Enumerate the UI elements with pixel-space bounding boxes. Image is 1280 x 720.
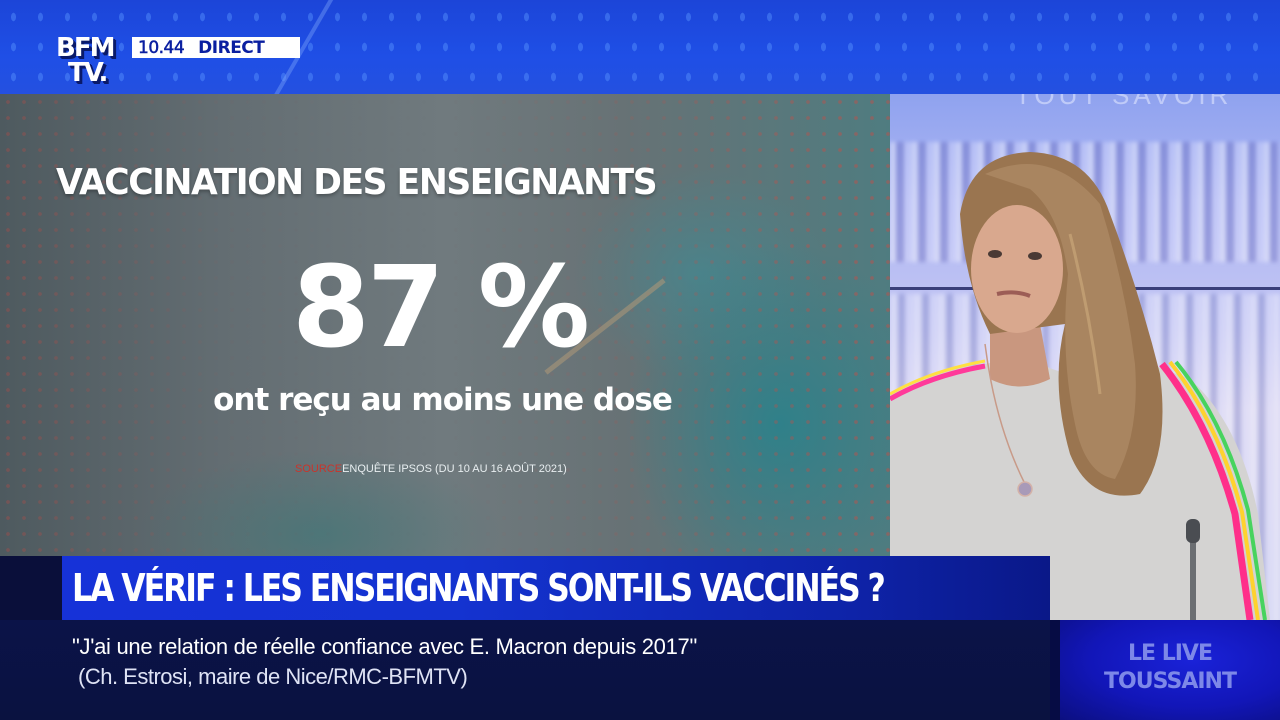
studio-wall-text: TOUT SAVOIR xyxy=(1015,94,1233,110)
presenter-image xyxy=(890,152,1270,620)
headline-banner: LA VÉRIF : LES ENSEIGNANTS SONT-ILS VACC… xyxy=(62,556,1050,620)
infographic-title: VACCINATION DES ENSEIGNANTS xyxy=(56,162,658,203)
infographic-subtitle: ont reçu au moins une dose xyxy=(213,382,673,418)
channel-logo: BFM TV. xyxy=(56,33,126,90)
program-name-box: LE LIVE TOUSSAINT xyxy=(1050,620,1280,720)
logo-line-2: TV. xyxy=(68,57,108,88)
quote-text: "J'ai une relation de réelle confiance a… xyxy=(72,634,697,659)
live-status: DIRECT xyxy=(198,37,265,58)
infographic-value: 87 % xyxy=(0,252,885,364)
infographic-panel: VACCINATION DES ENSEIGNANTS 87 % ont reç… xyxy=(0,94,890,556)
quote-attribution: (Ch. Estrosi, maire de Nice/RMC-BFMTV) xyxy=(78,664,468,689)
program-name: LE LIVE TOUSSAINT xyxy=(1060,640,1280,696)
source-text: ENQUÊTE IPSOS (DU 10 AU 16 AOÛT 2021) xyxy=(342,463,567,475)
value-text: 87 % xyxy=(291,243,590,373)
logo-line-1: BFM xyxy=(56,33,115,63)
quote-ticker: "J'ai une relation de réelle confiance a… xyxy=(0,620,1050,720)
live-clock-badge: 10.44 DIRECT xyxy=(132,37,300,58)
program-name-line-1: LE LIVE xyxy=(1128,641,1213,666)
headline-text: LA VÉRIF : LES ENSEIGNANTS SONT-ILS VACC… xyxy=(72,566,886,610)
program-name-line-2: TOUSSAINT xyxy=(1104,669,1237,694)
red-dot-pattern xyxy=(0,94,890,556)
clock-time: 10.44 xyxy=(138,37,185,58)
channel-banner: BFM TV. 10.44 DIRECT xyxy=(0,0,1280,94)
source-label: SOURCE xyxy=(295,463,343,475)
studio-video: TOUT SAVOIR xyxy=(890,94,1280,620)
infographic-source: SOURCEENQUÊTE IPSOS (DU 10 AU 16 AOÛT 20… xyxy=(295,463,567,475)
